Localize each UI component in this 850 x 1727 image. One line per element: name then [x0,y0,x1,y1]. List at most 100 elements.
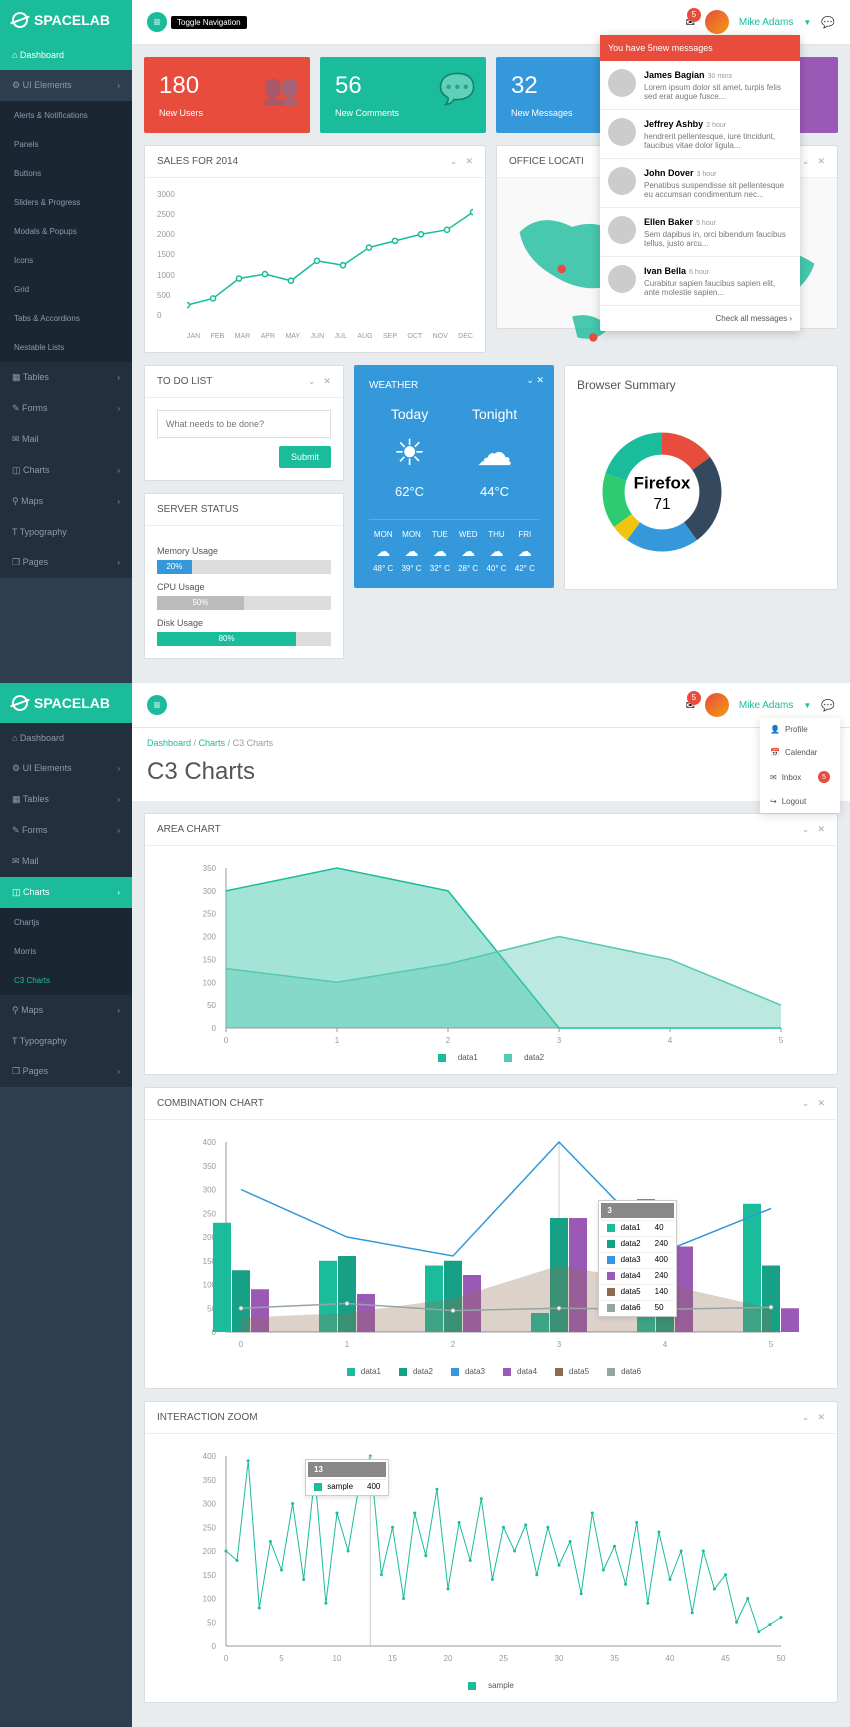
close-icon[interactable]: ✕ [817,824,825,835]
close-icon[interactable]: ✕ [536,375,544,385]
close-icon[interactable]: ✕ [817,156,825,167]
nav-item[interactable]: ⌂ Dashboard [0,723,132,753]
collapse-icon[interactable]: ⌄ [450,156,458,167]
chat-icon[interactable]: 💬 [821,699,835,712]
todo-submit-button[interactable]: Submit [279,446,331,468]
collapse-icon[interactable]: ⌄ [308,376,316,387]
user-avatar[interactable] [705,10,729,34]
message-item[interactable]: John Dover 3 hourPenatibus suspendisse s… [600,159,800,208]
svg-text:150: 150 [203,1571,217,1580]
zoom-chart-panel: INTERACTION ZOOM ⌄✕ 40035030025020015010… [144,1401,838,1703]
user-menu-item[interactable]: 👤Profile [760,718,840,741]
nav-item[interactable]: ◫ Charts› [0,877,132,908]
collapse-icon[interactable]: ⌄ [802,1412,810,1423]
user-menu-dropdown: 👤Profile📅Calendar✉Inbox5↪Logout [760,718,840,813]
messages-footer[interactable]: Check all messages › [600,306,800,331]
nav-item[interactable]: T Typography [0,1026,132,1056]
breadcrumb-link[interactable]: Charts [199,738,226,748]
close-icon[interactable]: ✕ [323,376,331,387]
username[interactable]: Mike Adams [739,17,793,28]
svg-text:1: 1 [335,1036,340,1045]
nav-subitem[interactable]: Sliders & Progress [0,188,132,217]
nav-subitem[interactable]: Chartjs [0,908,132,937]
stat-box[interactable]: 56New Comments💬 [320,57,486,133]
svg-text:4: 4 [663,1340,668,1349]
nav-item[interactable]: ⚙ UI Elements› [0,753,132,784]
nav-subitem[interactable]: C3 Charts [0,966,132,995]
message-item[interactable]: Ellen Baker 5 hourSem dapibus in, orci b… [600,208,800,257]
close-icon[interactable]: ✕ [817,1412,825,1423]
nav-item[interactable]: ⚙ UI Elements› [0,70,132,101]
weather-today-temp: 62°C [391,484,428,499]
close-icon[interactable]: ✕ [817,1098,825,1109]
svg-text:350: 350 [203,1162,217,1171]
svg-text:20: 20 [444,1654,453,1663]
collapse-icon[interactable]: ⌄ [802,1098,810,1109]
brand-logo[interactable]: SPACELAB [0,0,132,40]
combo-chart: 400350300250200150100500012345 [157,1132,825,1362]
weather-forecast-day: FRI☁42° C [511,530,539,573]
nav-subitem[interactable]: Nestable Lists [0,333,132,362]
svg-text:0: 0 [224,1654,229,1663]
brand-logo[interactable]: SPACELAB [0,683,132,723]
user-menu-item[interactable]: ✉Inbox5 [760,764,840,790]
svg-text:150: 150 [203,955,217,964]
message-item[interactable]: James Bagian 30 minsLorem ipsum dolor si… [600,61,800,110]
nav-subitem[interactable]: Panels [0,130,132,159]
sidebar: SPACELAB ⌂ Dashboard⚙ UI Elements›▦ Tabl… [0,683,132,1727]
svg-text:30: 30 [555,1654,564,1663]
nav-item[interactable]: ◫ Charts› [0,455,132,486]
todo-input[interactable] [157,410,331,438]
toggle-sidebar-button[interactable]: ≡ [147,695,167,715]
sun-icon: ☀ [391,432,428,474]
nav-item[interactable]: ✎ Forms› [0,815,132,846]
sidebar: SPACELAB ⌂ Dashboard⚙ UI Elements›Alerts… [0,0,132,683]
collapse-icon[interactable]: ⌄ [526,375,534,385]
svg-text:3: 3 [557,1036,562,1045]
user-menu-item[interactable]: 📅Calendar [760,741,840,764]
nav-item[interactable]: ▦ Tables› [0,784,132,815]
nav-subitem[interactable]: Morris [0,937,132,966]
nav-item[interactable]: ▦ Tables› [0,362,132,393]
area-chart-panel: AREA CHART ⌄✕ 35030025020015010050001234… [144,813,838,1075]
nav-subitem[interactable]: Tabs & Accordions [0,304,132,333]
breadcrumb-link[interactable]: Dashboard [147,738,191,748]
user-avatar[interactable] [705,693,729,717]
nav-item[interactable]: ⚲ Maps› [0,995,132,1026]
nav-item[interactable]: ❐ Pages› [0,1056,132,1087]
office-title: OFFICE LOCATI [509,156,584,167]
svg-text:250: 250 [203,1209,217,1218]
nav-subitem[interactable]: Modals & Popups [0,217,132,246]
close-icon[interactable]: ✕ [465,156,473,167]
chat-icon[interactable]: 💬 [821,16,835,29]
collapse-icon[interactable]: ⌄ [802,824,810,835]
mail-button[interactable]: ✉ 5 [686,699,695,712]
chevron-down-icon: ▼ [803,701,811,710]
nav-subitem[interactable]: Alerts & Notifications [0,101,132,130]
nav-subitem[interactable]: Icons [0,246,132,275]
svg-text:400: 400 [203,1452,217,1461]
zoom-chart-legend: sample [157,1681,825,1690]
nav-item[interactable]: ⚲ Maps› [0,486,132,517]
toggle-sidebar-button[interactable]: ≡ [147,12,167,32]
collapse-icon[interactable]: ⌄ [802,156,810,167]
svg-text:300: 300 [203,1186,217,1195]
svg-text:4: 4 [668,1036,673,1045]
nav-item[interactable]: T Typography [0,517,132,547]
stat-box[interactable]: 180New Users👥 [144,57,310,133]
nav-item[interactable]: ✉ Mail [0,846,132,877]
nav-subitem[interactable]: Grid [0,275,132,304]
message-item[interactable]: Ivan Bella 6 hourCurabitur sapien faucib… [600,257,800,306]
nav-item[interactable]: ⌂ Dashboard [0,40,132,70]
svg-text:300: 300 [203,1500,217,1509]
svg-text:400: 400 [203,1138,217,1147]
nav-item[interactable]: ✎ Forms› [0,393,132,424]
user-menu-item[interactable]: ↪Logout [760,790,840,813]
area-chart-legend: data1 data2 [157,1053,825,1062]
nav-item[interactable]: ✉ Mail [0,424,132,455]
username[interactable]: Mike Adams [739,700,793,711]
nav-item[interactable]: ❐ Pages› [0,547,132,578]
message-item[interactable]: Jeffrey Ashby 2 hourhendrerit pellentesq… [600,110,800,159]
mail-button[interactable]: ✉ 5 [686,16,695,29]
nav-subitem[interactable]: Buttons [0,159,132,188]
